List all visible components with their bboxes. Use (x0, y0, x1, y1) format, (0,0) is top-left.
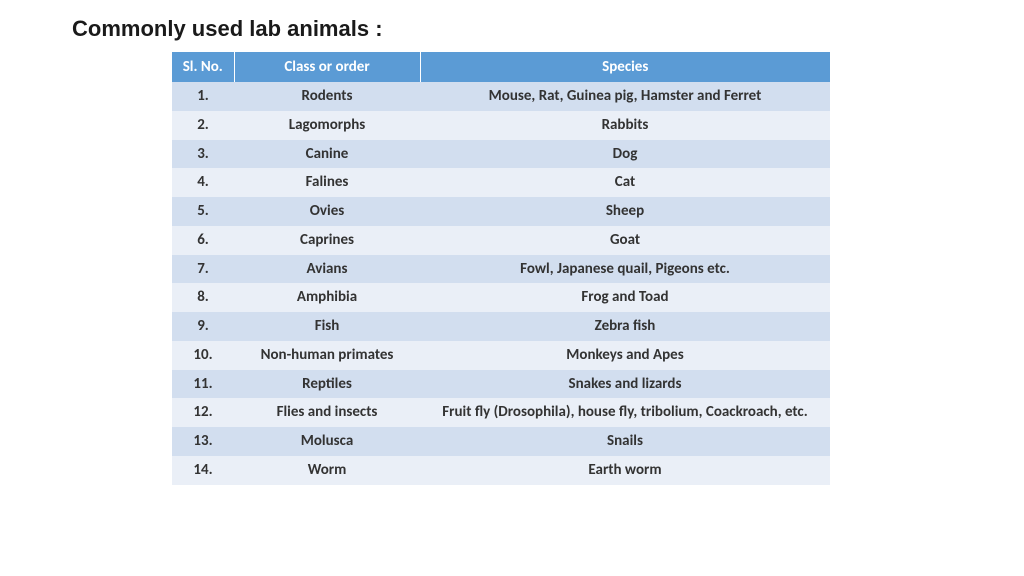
lab-animals-table: Sl. No. Class or order Species 1.Rodents… (172, 52, 830, 485)
table-row: 10.Non-human primatesMonkeys and Apes (172, 341, 830, 370)
cell-class: Amphibia (234, 283, 420, 312)
cell-species: Snails (420, 427, 830, 456)
cell-class: Lagomorphs (234, 111, 420, 140)
cell-slno: 10. (172, 341, 234, 370)
table-row: 13.MoluscaSnails (172, 427, 830, 456)
table-container: Sl. No. Class or order Species 1.Rodents… (0, 52, 830, 485)
page-title: Commonly used lab animals : (0, 0, 1024, 52)
cell-slno: 4. (172, 168, 234, 197)
cell-species: Fowl, Japanese quail, Pigeons etc. (420, 255, 830, 284)
table-row: 14.WormEarth worm (172, 456, 830, 485)
cell-class: Molusca (234, 427, 420, 456)
cell-slno: 7. (172, 255, 234, 284)
cell-slno: 11. (172, 370, 234, 399)
table-body: 1.RodentsMouse, Rat, Guinea pig, Hamster… (172, 82, 830, 485)
cell-slno: 6. (172, 226, 234, 255)
cell-class: Falines (234, 168, 420, 197)
table-row: 5.OviesSheep (172, 197, 830, 226)
cell-species: Snakes and lizards (420, 370, 830, 399)
cell-slno: 1. (172, 82, 234, 111)
cell-slno: 13. (172, 427, 234, 456)
cell-class: Ovies (234, 197, 420, 226)
cell-class: Caprines (234, 226, 420, 255)
cell-slno: 5. (172, 197, 234, 226)
cell-class: Canine (234, 140, 420, 169)
table-header-row: Sl. No. Class or order Species (172, 52, 830, 82)
cell-class: Rodents (234, 82, 420, 111)
col-header-species: Species (420, 52, 830, 82)
cell-species: Mouse, Rat, Guinea pig, Hamster and Ferr… (420, 82, 830, 111)
cell-species: Frog and Toad (420, 283, 830, 312)
col-header-slno: Sl. No. (172, 52, 234, 82)
cell-species: Zebra fish (420, 312, 830, 341)
cell-class: Non-human primates (234, 341, 420, 370)
table-row: 7.AviansFowl, Japanese quail, Pigeons et… (172, 255, 830, 284)
cell-class: Fish (234, 312, 420, 341)
table-row: 4.FalinesCat (172, 168, 830, 197)
table-row: 3.CanineDog (172, 140, 830, 169)
cell-class: Flies and insects (234, 398, 420, 427)
table-row: 9.FishZebra fish (172, 312, 830, 341)
cell-class: Reptiles (234, 370, 420, 399)
table-row: 11.ReptilesSnakes and lizards (172, 370, 830, 399)
cell-class: Worm (234, 456, 420, 485)
cell-slno: 8. (172, 283, 234, 312)
cell-slno: 14. (172, 456, 234, 485)
cell-species: Earth worm (420, 456, 830, 485)
cell-species: Monkeys and Apes (420, 341, 830, 370)
cell-species: Goat (420, 226, 830, 255)
cell-species: Dog (420, 140, 830, 169)
cell-species: Fruit fly (Drosophila), house fly, tribo… (420, 398, 830, 427)
col-header-class: Class or order (234, 52, 420, 82)
cell-slno: 2. (172, 111, 234, 140)
cell-slno: 3. (172, 140, 234, 169)
cell-class: Avians (234, 255, 420, 284)
table-row: 2.LagomorphsRabbits (172, 111, 830, 140)
cell-species: Cat (420, 168, 830, 197)
cell-slno: 9. (172, 312, 234, 341)
table-row: 12.Flies and insectsFruit fly (Drosophil… (172, 398, 830, 427)
cell-species: Sheep (420, 197, 830, 226)
cell-slno: 12. (172, 398, 234, 427)
table-row: 1.RodentsMouse, Rat, Guinea pig, Hamster… (172, 82, 830, 111)
table-row: 8.AmphibiaFrog and Toad (172, 283, 830, 312)
table-row: 6.CaprinesGoat (172, 226, 830, 255)
cell-species: Rabbits (420, 111, 830, 140)
